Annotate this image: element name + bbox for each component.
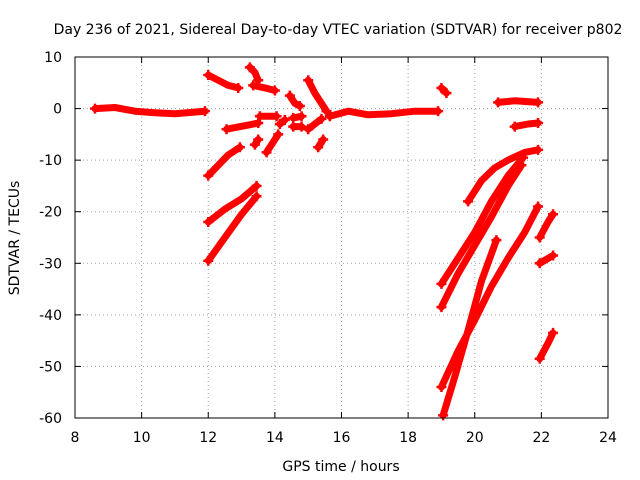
data-point-marker: [254, 111, 265, 122]
data-point-marker: [89, 103, 100, 114]
data-point-marker: [463, 196, 474, 207]
data-point-marker: [253, 134, 264, 145]
data-point-marker: [534, 232, 545, 243]
data-track: [286, 92, 304, 110]
data-track: [91, 104, 209, 118]
data-point-marker: [303, 75, 314, 86]
data-point-marker: [199, 106, 210, 117]
data-point-marker: [436, 82, 447, 93]
y-tick-label: -20: [39, 205, 62, 221]
data-point-marker: [534, 258, 545, 269]
chart-title: Day 236 of 2021, Sidereal Day-to-day VTE…: [54, 22, 623, 38]
data-point-marker: [436, 278, 447, 289]
data-point-marker: [303, 124, 314, 135]
data-track: [437, 203, 542, 391]
data-point-marker: [244, 62, 255, 73]
x-axis-label: GPS time / hours: [282, 459, 399, 475]
data-point-marker: [324, 111, 335, 122]
data-point-marker: [516, 160, 527, 171]
data-point-marker: [251, 180, 262, 191]
data-track: [437, 161, 525, 311]
data-point-marker: [534, 353, 545, 364]
data-track: [246, 63, 262, 84]
data-point-marker: [249, 139, 260, 150]
y-tick-label: -10: [39, 153, 62, 169]
data-point-marker: [261, 147, 272, 158]
data-point-marker: [313, 142, 324, 153]
data-point-marker: [221, 124, 232, 135]
x-tick-label: 16: [333, 430, 351, 446]
data-point-marker: [433, 106, 444, 117]
data-track: [464, 146, 542, 205]
data-track: [204, 143, 244, 180]
y-axis-label: SDTVAR / TECUs: [7, 181, 23, 296]
x-tick-label: 10: [133, 430, 151, 446]
data-point-marker: [269, 85, 280, 96]
data-point-marker: [294, 100, 305, 111]
x-tick-label: 20: [466, 430, 484, 446]
data-point-marker: [533, 97, 544, 108]
data-track: [536, 210, 557, 241]
data-point-marker: [321, 106, 332, 117]
data-point-marker: [296, 121, 307, 132]
data-series: [89, 62, 559, 421]
data-point-marker: [253, 118, 264, 129]
data-point-marker: [288, 112, 299, 123]
data-point-marker: [251, 191, 262, 202]
data-point-marker: [493, 97, 504, 108]
data-point-marker: [318, 134, 329, 145]
data-point-marker: [248, 80, 259, 91]
data-point-marker: [548, 327, 559, 338]
data-track: [204, 71, 242, 92]
y-tick-label: -40: [39, 308, 62, 324]
x-tick-label: 24: [599, 430, 617, 446]
data-point-marker: [491, 235, 502, 246]
x-tick-label: 14: [266, 430, 284, 446]
data-point-marker: [273, 129, 284, 140]
data-point-marker: [533, 201, 544, 212]
data-track: [204, 182, 261, 226]
axis-ticks: 8 10 12 14 16 18 20 22 24 10 0 -10 -20 -30 -40 -50 -60: [39, 50, 617, 446]
data-track: [439, 236, 500, 419]
x-tick-label: 18: [399, 430, 417, 446]
data-point-marker: [279, 114, 290, 125]
data-point-marker: [533, 144, 544, 155]
data-point-marker: [548, 250, 559, 261]
data-point-marker: [234, 142, 245, 153]
data-track: [304, 115, 325, 133]
data-point-marker: [548, 209, 559, 220]
data-point-marker: [518, 152, 529, 163]
data-point-marker: [296, 111, 307, 122]
data-point-marker: [436, 302, 447, 313]
data-point-marker: [509, 121, 520, 132]
data-point-marker: [441, 88, 452, 99]
data-point-marker: [203, 255, 214, 266]
data-track: [494, 97, 542, 106]
data-track: [263, 130, 282, 156]
y-tick-label: -30: [39, 256, 62, 272]
data-point-marker: [533, 118, 544, 129]
x-tick-label: 8: [71, 430, 80, 446]
data-track: [536, 329, 557, 363]
data-point-marker: [436, 382, 447, 393]
data-point-marker: [284, 90, 295, 101]
data-track: [326, 107, 442, 120]
data-point-marker: [203, 170, 214, 181]
data-point-marker: [438, 410, 449, 421]
x-tick-label: 12: [199, 430, 217, 446]
data-point-marker: [203, 217, 214, 228]
data-track: [204, 192, 261, 265]
x-tick-label: 22: [532, 430, 550, 446]
data-point-marker: [316, 113, 327, 124]
y-tick-label: -60: [39, 411, 62, 427]
data-point-marker: [233, 82, 244, 93]
y-tick-label: 10: [44, 50, 62, 66]
data-point-marker: [203, 70, 214, 81]
y-tick-label: -50: [39, 359, 62, 375]
data-point-marker: [271, 111, 282, 122]
data-track: [304, 76, 330, 115]
y-tick-label: 0: [53, 102, 62, 118]
data-track: [437, 154, 527, 288]
